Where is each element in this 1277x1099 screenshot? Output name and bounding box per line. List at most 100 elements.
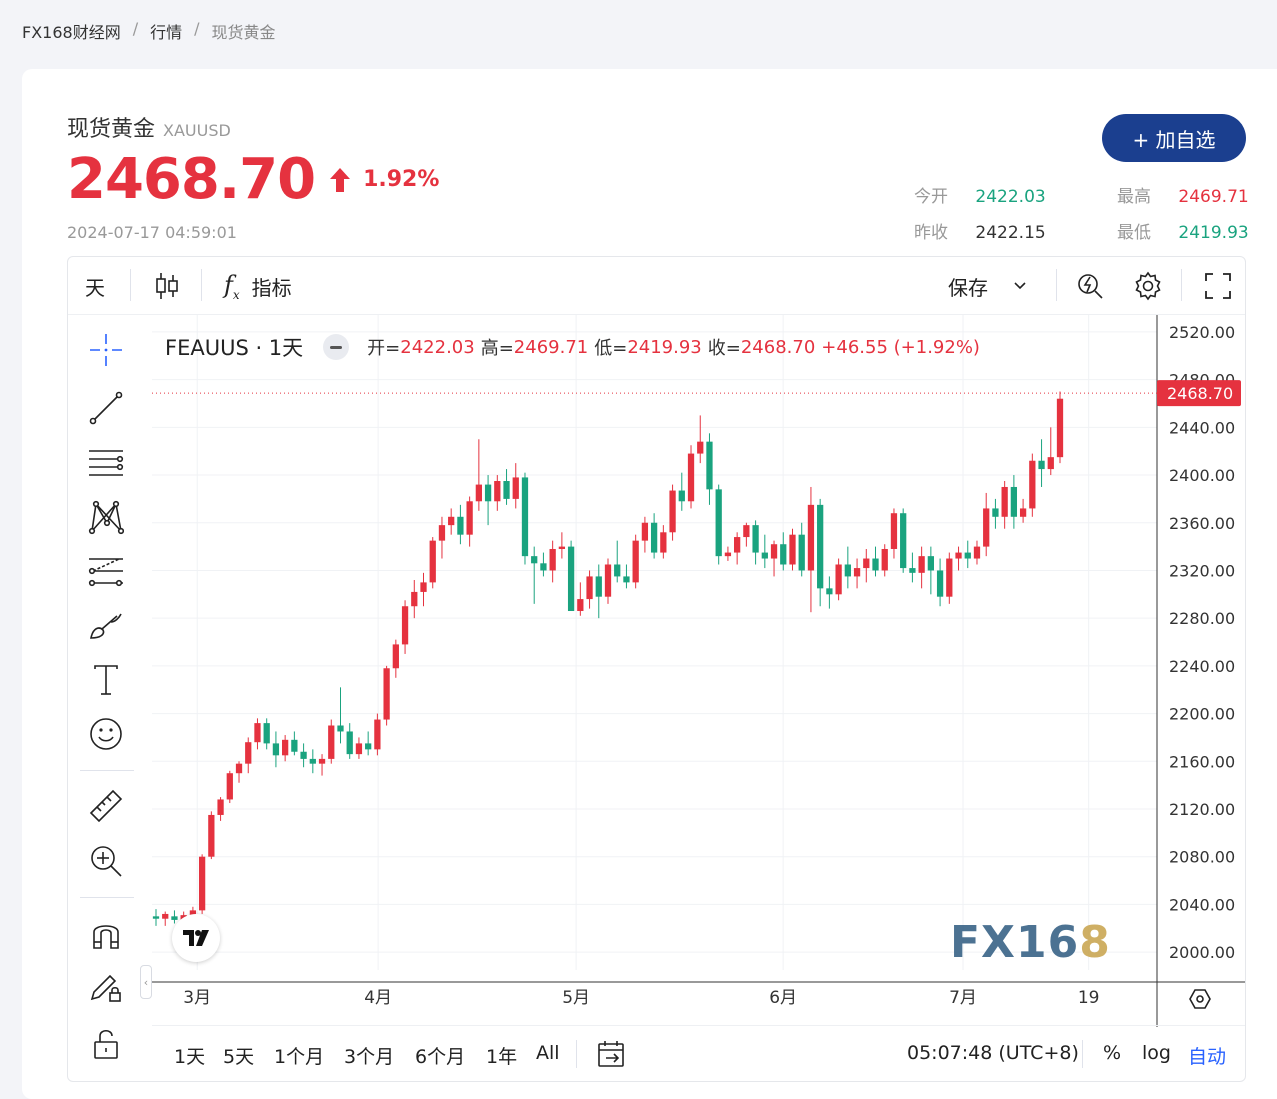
candle-body bbox=[1056, 398, 1064, 458]
auto-scale-toggle[interactable]: 自动 bbox=[1188, 1046, 1227, 1068]
ruler-icon[interactable] bbox=[86, 786, 126, 826]
candle-body bbox=[872, 558, 879, 571]
candle-body bbox=[844, 564, 851, 577]
candle-body bbox=[614, 564, 621, 577]
calendar-goto-icon[interactable] bbox=[596, 1039, 626, 1074]
candle-body bbox=[983, 508, 990, 547]
zoom-in-icon[interactable] bbox=[86, 841, 126, 881]
pencil-lock-icon[interactable] bbox=[86, 967, 126, 1007]
candle-body bbox=[669, 490, 676, 533]
candle-body bbox=[429, 540, 436, 583]
candle-body bbox=[226, 773, 233, 800]
candle-body bbox=[992, 508, 999, 517]
candle-body bbox=[964, 552, 971, 559]
candle-body bbox=[973, 546, 981, 559]
stat-high: 最高 2469.71 bbox=[1117, 182, 1249, 207]
candle-body bbox=[208, 814, 215, 857]
candle-body bbox=[1001, 486, 1008, 517]
candle-body bbox=[586, 576, 593, 600]
candle-body bbox=[678, 490, 685, 502]
brush-icon[interactable] bbox=[86, 606, 126, 646]
chart-legend: FEAUUS · 1天 开= 2422.03 高= 2469.71 低= 2419.9… bbox=[165, 332, 980, 362]
candle-body bbox=[1038, 460, 1045, 470]
interval-selector[interactable]: 天 bbox=[85, 275, 105, 300]
candle-body bbox=[152, 916, 160, 919]
candle-body bbox=[309, 758, 316, 764]
candle-body bbox=[245, 742, 252, 764]
stat-low: 最低 2419.93 bbox=[1117, 218, 1249, 243]
candle-body bbox=[853, 568, 861, 577]
axis-settings-icon[interactable] bbox=[1188, 987, 1212, 1015]
legend-low-label: 低= bbox=[594, 338, 628, 359]
breadcrumb-market[interactable]: 行情 bbox=[150, 23, 183, 42]
legend-close-label: 收= bbox=[707, 338, 741, 359]
candle-style-icon[interactable] bbox=[154, 257, 180, 315]
y-tick-label: 2280.00 bbox=[1169, 609, 1235, 628]
candle-body bbox=[734, 537, 741, 553]
log-scale-toggle[interactable]: log bbox=[1142, 1042, 1171, 1064]
save-button[interactable]: 保存 bbox=[948, 257, 1026, 315]
magnet-icon[interactable] bbox=[86, 914, 126, 954]
range-1m[interactable]: 1个月 bbox=[274, 1046, 325, 1068]
candle-body bbox=[798, 534, 805, 571]
candle-body bbox=[272, 743, 280, 756]
tradingview-logo[interactable] bbox=[172, 914, 220, 962]
candle-body bbox=[235, 763, 243, 774]
emoji-icon[interactable] bbox=[86, 714, 126, 754]
range-3m[interactable]: 3个月 bbox=[344, 1046, 395, 1068]
candle-body bbox=[531, 556, 538, 564]
candle-body bbox=[918, 556, 925, 573]
last-price-tag bbox=[1157, 380, 1241, 407]
candle-body bbox=[494, 481, 501, 502]
chevron-down-icon bbox=[1014, 282, 1026, 290]
legend-symbol: FEAUUS · 1天 bbox=[165, 336, 304, 360]
y-tick-label: 2360.00 bbox=[1169, 514, 1235, 533]
settings-gear-icon[interactable] bbox=[1133, 257, 1163, 315]
stat-prev-label: 昨收 bbox=[914, 223, 948, 243]
breadcrumb-home[interactable]: FX168财经网 bbox=[22, 23, 121, 42]
range-5d[interactable]: 5天 bbox=[223, 1046, 255, 1068]
toolbar-divider bbox=[130, 269, 131, 301]
crosshair-icon[interactable] bbox=[86, 330, 126, 370]
trend-line-icon[interactable] bbox=[86, 388, 126, 428]
stat-open-label: 今开 bbox=[914, 187, 948, 207]
percent-scale-toggle[interactable]: % bbox=[1103, 1042, 1122, 1064]
range-1y[interactable]: 1年 bbox=[486, 1046, 518, 1068]
y-tick-label: 2160.00 bbox=[1169, 752, 1235, 771]
candle-body bbox=[401, 606, 409, 645]
range-1d[interactable]: 1天 bbox=[174, 1046, 206, 1068]
legend-high: 2469.71 bbox=[513, 336, 589, 358]
quick-search-icon[interactable] bbox=[1076, 257, 1104, 315]
candle-body bbox=[752, 525, 759, 553]
pattern-icon[interactable] bbox=[86, 497, 126, 537]
candle-body bbox=[890, 513, 898, 549]
clock-readout[interactable]: 05:07:48 (UTC+8) bbox=[907, 1042, 1079, 1064]
toolbar-divider bbox=[1181, 269, 1182, 301]
lock-icon[interactable] bbox=[86, 1023, 126, 1063]
breadcrumb: FX168财经网 / 行情 / 现货黄金 bbox=[22, 19, 276, 43]
legend-hide-button[interactable] bbox=[323, 334, 350, 360]
candle-body bbox=[715, 489, 722, 557]
legend-low: 2419.93 bbox=[627, 336, 702, 358]
horizontal-lines-icon[interactable] bbox=[86, 443, 126, 483]
price-chart[interactable]: 2000.00 2040.00 2080.00 2120.00 2160.00 2200.… bbox=[152, 315, 1246, 1027]
indicators-button[interactable]: fx 指标 bbox=[224, 257, 292, 315]
legend-open-label: 开= bbox=[367, 338, 401, 359]
candle-body bbox=[512, 477, 519, 499]
text-tool-icon[interactable] bbox=[86, 660, 126, 700]
collapse-toolbar-icon[interactable]: ‹ bbox=[140, 965, 152, 999]
range-all[interactable]: All bbox=[536, 1042, 560, 1064]
candle-body bbox=[355, 743, 363, 755]
page-title: 现货黄金 bbox=[67, 117, 156, 142]
candle-body bbox=[1029, 460, 1036, 509]
candle-body bbox=[457, 516, 464, 535]
candle-body bbox=[697, 441, 704, 454]
y-tick-label: 2520.00 bbox=[1169, 323, 1235, 342]
y-tick-label: 2080.00 bbox=[1169, 848, 1235, 867]
range-6m[interactable]: 6个月 bbox=[415, 1046, 466, 1068]
candle-body bbox=[604, 564, 612, 597]
fullscreen-icon[interactable] bbox=[1204, 257, 1232, 315]
add-watchlist-button[interactable]: + 加自选 bbox=[1102, 114, 1246, 162]
forecast-icon[interactable] bbox=[86, 551, 126, 591]
timebar-divider bbox=[1082, 1040, 1083, 1068]
